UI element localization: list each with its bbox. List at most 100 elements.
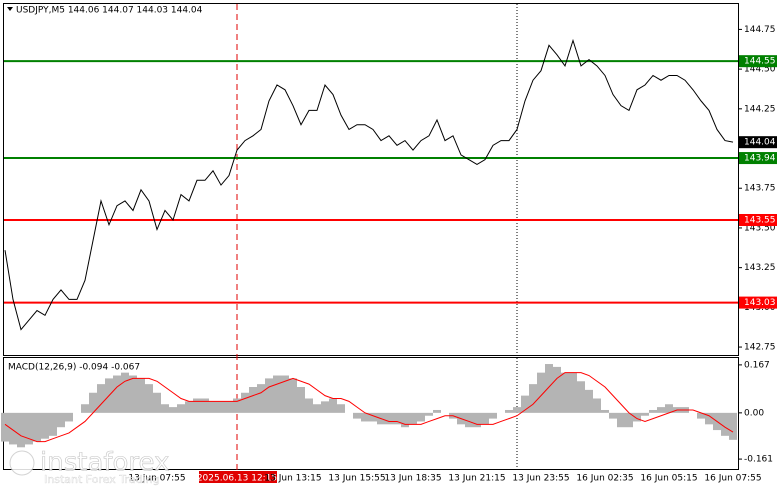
macd-bar	[729, 412, 737, 440]
price-tag-label: 144.04	[744, 138, 776, 148]
macd-bar	[505, 409, 513, 413]
macd-bar	[385, 412, 393, 425]
x-tick-label: 16 Jun 02:35	[576, 474, 633, 484]
watermark: instaforex Instant Forex Trading	[9, 447, 170, 486]
macd-bar	[57, 412, 65, 428]
macd-bar	[609, 412, 617, 419]
level-tag	[739, 296, 777, 309]
y-tick-label: 142.75	[744, 343, 776, 353]
level-tag	[739, 214, 777, 226]
macd-bar	[641, 412, 649, 416]
watermark-tagline: Instant Forex Trading	[44, 473, 160, 486]
macd-bar	[401, 412, 409, 428]
macd-bar	[81, 404, 89, 413]
x-tick-label: 13 Jun 21:15	[448, 474, 505, 484]
macd-bar	[321, 401, 329, 413]
macd-bar	[561, 372, 569, 413]
x-tick-label: 2025.06.13 12:15	[197, 474, 277, 484]
y-tick-label: 0.00	[744, 408, 764, 418]
macd-bar	[249, 387, 257, 413]
y-tick-label: -0.161	[744, 455, 773, 465]
macd-bar	[593, 398, 601, 413]
macd-bar	[545, 364, 553, 413]
macd-bar	[721, 412, 729, 436]
macd-bar	[353, 412, 361, 419]
dropdown-icon	[7, 7, 13, 11]
macd-bar	[49, 412, 57, 436]
macd-bar	[177, 404, 185, 413]
macd-bar	[297, 387, 305, 413]
y-tick-label: 143.50	[744, 223, 776, 233]
y-tick-label: 143.75	[744, 184, 776, 194]
signal-line	[4, 372, 734, 443]
price-line	[4, 38, 734, 331]
macd-bar	[649, 409, 657, 413]
price-title: USDJPY,M5 144.06 144.07 144.03 144.04	[16, 6, 203, 16]
macd-bar	[617, 412, 625, 428]
macd-bar	[433, 409, 441, 413]
x-tick-label: 16 Jun 05:15	[640, 474, 697, 484]
x-tick-label: 13 Jun 13:15	[264, 474, 321, 484]
x-tick-label: 16 Jun 07:55	[704, 474, 761, 484]
price-panel	[3, 3, 739, 356]
watermark-logo	[9, 450, 35, 476]
macd-bar	[129, 375, 137, 413]
macd-bar	[657, 407, 665, 413]
macd-bar	[705, 412, 713, 425]
macd-title: MACD(12,26,9) -0.094 -0.067	[8, 363, 140, 373]
macd-bar	[697, 412, 705, 419]
macd-bar	[481, 412, 489, 425]
macd-bar	[265, 378, 273, 413]
macd-bar	[65, 412, 73, 422]
macd-bar	[153, 392, 161, 413]
y-tick-label: 144.50	[744, 65, 776, 75]
price-tag	[739, 136, 777, 149]
macd-bar	[209, 401, 217, 413]
y-tick-label: 143.25	[744, 263, 776, 273]
level-label: 143.55	[744, 216, 776, 226]
x-label-highlight	[199, 471, 277, 483]
macd-bar	[577, 381, 585, 413]
x-tick-label: 13 Jun 15:55	[328, 474, 385, 484]
macd-bar	[585, 389, 593, 413]
level-label: 143.94	[744, 154, 776, 164]
macd-bar	[201, 398, 209, 413]
macd-bar	[553, 366, 561, 413]
macd-bar	[473, 412, 481, 428]
macd-bar	[33, 412, 41, 442]
macd-bar	[313, 404, 321, 413]
macd-bar	[489, 412, 497, 419]
macd-bar	[329, 398, 337, 413]
x-tick-label: 13 Jun 23:55	[512, 474, 569, 484]
macd-bar	[97, 384, 105, 413]
macd-bar	[393, 412, 401, 425]
macd-bar	[289, 378, 297, 413]
macd-bar	[369, 412, 377, 422]
macd-bar	[169, 407, 177, 413]
macd-bar	[89, 392, 97, 413]
level-label: 143.03	[744, 298, 776, 308]
macd-bar	[529, 384, 537, 413]
y-tick-label: 0.167	[744, 360, 770, 370]
macd-bar	[337, 404, 345, 413]
macd-bar	[273, 375, 281, 413]
macd-bar	[417, 412, 425, 422]
watermark-name: instaforex	[40, 448, 169, 478]
macd-bar	[161, 404, 169, 413]
macd-bar	[17, 412, 25, 448]
x-tick-label: 13 Jun 07:55	[128, 474, 185, 484]
macd-bar	[305, 398, 313, 413]
macd-bar	[521, 395, 529, 413]
macd-bar	[409, 412, 417, 425]
macd-bar	[193, 398, 201, 413]
y-tick-label: 144.75	[744, 25, 776, 35]
macd-bar	[281, 375, 289, 413]
level-tag	[739, 152, 777, 165]
macd-bar	[361, 412, 369, 422]
level-label: 144.55	[744, 57, 776, 67]
macd-bar	[41, 412, 49, 439]
macd-bar	[225, 401, 233, 413]
macd-bar	[137, 378, 145, 413]
macd-bar	[185, 401, 193, 413]
